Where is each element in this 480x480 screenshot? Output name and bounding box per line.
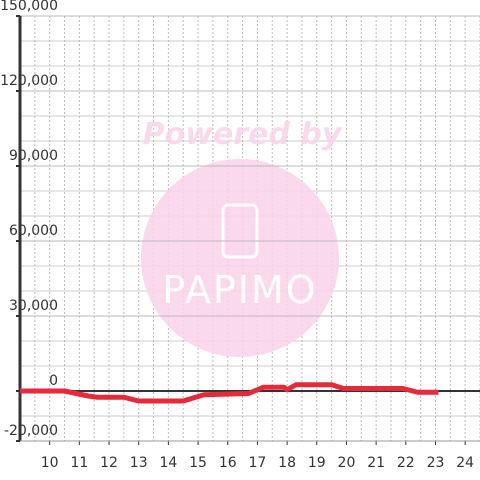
- watermark-text: Powered by: [143, 117, 343, 152]
- x-tick-label: 17: [249, 455, 267, 471]
- y-tick-label: 120,000: [0, 73, 58, 89]
- x-tick-label: 24: [456, 455, 474, 471]
- x-tick-label: 20: [338, 455, 356, 471]
- y-tick-label: 150,000: [0, 0, 58, 14]
- x-tick-label: 15: [189, 455, 207, 471]
- y-tick-label: -20,000: [4, 423, 58, 439]
- x-tick-label: 19: [308, 455, 326, 471]
- x-tick-label: 21: [367, 455, 385, 471]
- x-tick-label: 14: [159, 455, 177, 471]
- y-tick-label: 30,000: [9, 298, 58, 314]
- x-tick-label: 22: [397, 455, 415, 471]
- x-tick-label: 10: [41, 455, 59, 471]
- x-tick-label: 16: [219, 455, 237, 471]
- y-tick-label: 90,000: [9, 148, 58, 164]
- watermark: Powered by PAPIMO: [141, 117, 343, 357]
- watermark-logo: PAPIMO: [162, 268, 317, 312]
- x-tick-label: 13: [130, 455, 148, 471]
- y-tick-label: 60,000: [9, 223, 58, 239]
- x-tick-label: 18: [278, 455, 296, 471]
- x-tick-label: 11: [70, 455, 88, 471]
- watermark-phone: [221, 203, 259, 259]
- line-series: [20, 382, 439, 404]
- x-tick-label: 12: [100, 455, 118, 471]
- x-tick-label: 23: [427, 455, 445, 471]
- y-tick-label: 0: [49, 373, 58, 389]
